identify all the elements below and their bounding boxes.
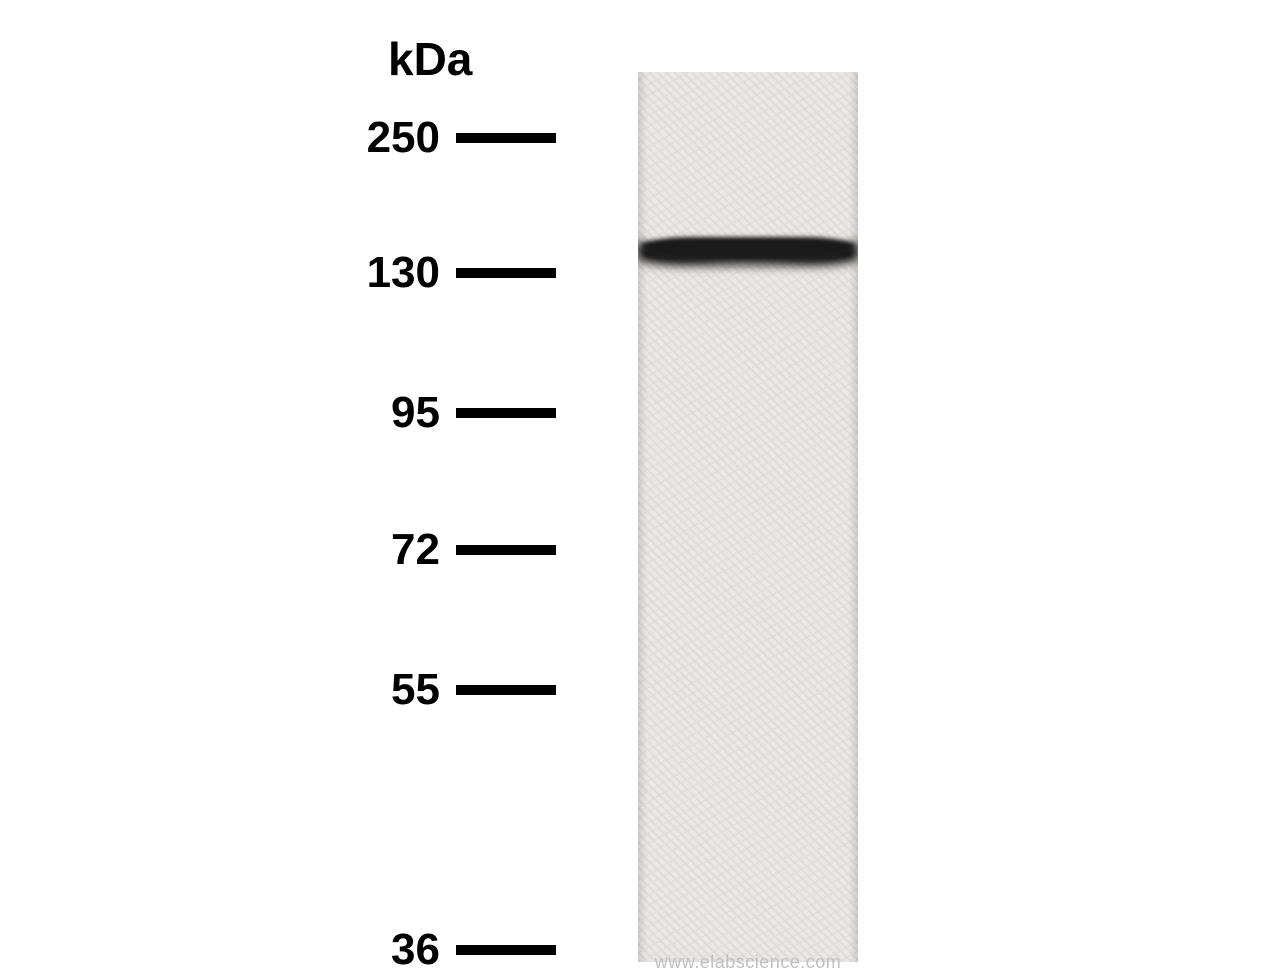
- marker-130kda: 130: [350, 268, 556, 278]
- marker-label: 95: [350, 388, 440, 438]
- marker-tick: [456, 685, 556, 695]
- western-blot-figure: kDa 25013095725536 www.elabscience.com: [200, 20, 1000, 940]
- marker-250kda: 250: [350, 133, 556, 143]
- marker-label: 130: [350, 248, 440, 298]
- marker-label: 55: [350, 665, 440, 715]
- marker-label: 72: [350, 525, 440, 575]
- marker-tick: [456, 133, 556, 143]
- marker-label: 250: [350, 113, 440, 163]
- marker-36kda: 36: [350, 945, 556, 955]
- watermark-text: www.elabscience.com: [655, 952, 842, 973]
- marker-55kda: 55: [350, 685, 556, 695]
- marker-tick: [456, 268, 556, 278]
- protein-band-1-core: [642, 237, 853, 261]
- blot-lane: [638, 72, 858, 962]
- axis-title-kda: kDa: [388, 32, 472, 86]
- marker-label: 36: [350, 925, 440, 975]
- marker-tick: [456, 408, 556, 418]
- marker-tick: [456, 945, 556, 955]
- marker-95kda: 95: [350, 408, 556, 418]
- marker-72kda: 72: [350, 545, 556, 555]
- marker-tick: [456, 545, 556, 555]
